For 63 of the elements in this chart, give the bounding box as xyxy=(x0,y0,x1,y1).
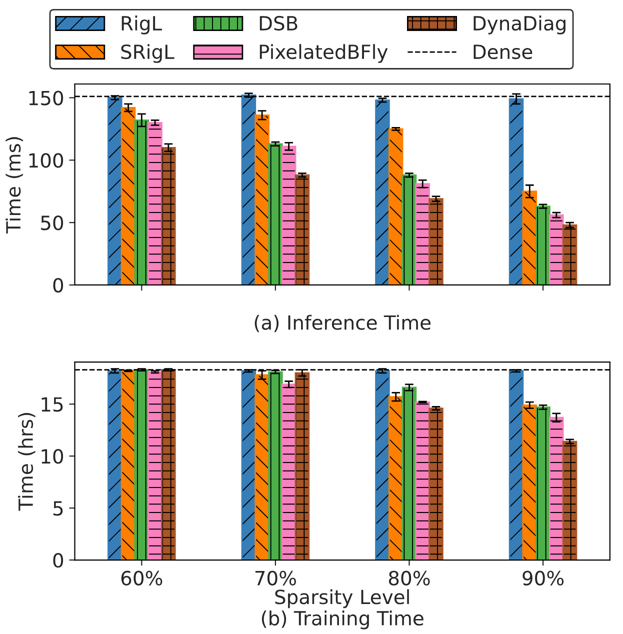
bar xyxy=(120,107,136,285)
bar xyxy=(108,97,122,285)
legend-label: DynaDiag xyxy=(474,16,566,34)
x-axis-title: Sparsity Level xyxy=(275,589,409,608)
y-tick-label: 5 xyxy=(53,501,63,516)
y-axis-title: Time (ms) xyxy=(6,137,23,234)
bar xyxy=(415,401,430,560)
legend-label: Dense xyxy=(474,44,532,60)
bar xyxy=(281,146,296,285)
bar xyxy=(402,174,417,285)
x-tick-label: 90% xyxy=(522,570,564,586)
bar xyxy=(375,100,390,285)
legend-label: RigL xyxy=(122,16,162,34)
bar xyxy=(415,183,430,285)
bar xyxy=(161,369,176,560)
y-tick-label: 0 xyxy=(53,552,64,568)
bar xyxy=(388,128,404,285)
bar xyxy=(120,370,136,560)
bar xyxy=(134,120,150,285)
y-tick-label: 15 xyxy=(42,397,63,412)
y-axis-title: Time (hrs) xyxy=(18,412,36,511)
bar xyxy=(254,114,270,285)
bar xyxy=(522,190,538,285)
bar xyxy=(428,198,444,285)
bar xyxy=(428,408,444,560)
bar xyxy=(134,369,150,560)
bar xyxy=(522,404,538,560)
x-axis-title: (a) Inference Time xyxy=(254,314,430,332)
bar xyxy=(241,370,256,560)
bar xyxy=(549,214,564,285)
bar xyxy=(294,372,310,560)
bar xyxy=(294,174,310,285)
bar xyxy=(241,94,256,285)
bar xyxy=(148,122,162,285)
x-tick-label: 80% xyxy=(388,570,430,586)
bar xyxy=(108,370,122,560)
legend-label: PixelatedBFly xyxy=(260,44,388,63)
x-tick-label: 60% xyxy=(121,570,162,586)
text: (b) Training Time xyxy=(262,610,424,630)
legend-label: DSB xyxy=(260,16,298,31)
bar xyxy=(161,146,176,285)
y-tick-label: 0 xyxy=(53,278,64,293)
bar xyxy=(268,143,283,285)
y-tick-label: 10 xyxy=(42,449,64,464)
y-tick-label: 100 xyxy=(29,153,64,168)
bar xyxy=(375,370,390,560)
bar xyxy=(148,371,162,560)
y-tick-label: 150 xyxy=(29,90,64,106)
bar xyxy=(536,406,550,560)
bar xyxy=(281,384,296,560)
bar xyxy=(388,396,404,560)
bar xyxy=(508,370,524,560)
x-tick-label: 70% xyxy=(255,570,296,586)
bar xyxy=(402,386,417,560)
bar xyxy=(268,371,283,560)
bar xyxy=(549,416,564,560)
bar xyxy=(536,206,550,285)
y-tick-label: 50 xyxy=(41,216,64,230)
bar xyxy=(254,374,270,560)
legend-label: SRigL xyxy=(121,44,174,63)
bar xyxy=(562,440,578,560)
bar xyxy=(508,98,524,285)
bar xyxy=(562,224,578,285)
